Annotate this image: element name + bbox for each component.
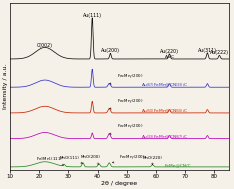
Text: MnO(200): MnO(200): [80, 155, 100, 164]
Text: Au$_{(50)}$FeMn@CN$_{(50)}$/C: Au$_{(50)}$FeMn@CN$_{(50)}$/C: [141, 108, 189, 115]
Text: Fe$_x$Mn$_y$(200): Fe$_x$Mn$_y$(200): [110, 72, 143, 84]
Text: C(002): C(002): [37, 43, 53, 48]
X-axis label: 2θ / degree: 2θ / degree: [101, 180, 138, 186]
Text: Au/C: Au/C: [165, 55, 175, 59]
Text: Au(200): Au(200): [101, 48, 120, 53]
Text: Fe$_x$Mn$_y$(200): Fe$_x$Mn$_y$(200): [112, 153, 146, 163]
Text: FeMn@CN/C: FeMn@CN/C: [165, 163, 191, 167]
Text: Au(111): Au(111): [83, 13, 102, 18]
Text: Fe$_3$Mn$_1$(111): Fe$_3$Mn$_1$(111): [36, 155, 64, 166]
Text: Au(311): Au(311): [198, 48, 217, 53]
Text: Au(222): Au(222): [210, 50, 229, 55]
Text: Fe$_x$Mn$_y$(200): Fe$_x$Mn$_y$(200): [110, 97, 143, 109]
Text: Au(220): Au(220): [160, 49, 179, 54]
Text: Au$_{(33)}$FeMn@CN$_{(67)}$/C: Au$_{(33)}$FeMn@CN$_{(67)}$/C: [141, 133, 189, 141]
Text: MnO(220): MnO(220): [143, 156, 162, 165]
Y-axis label: Intensity / a.u.: Intensity / a.u.: [4, 64, 8, 109]
Text: Fe$_x$Mn$_y$(200): Fe$_x$Mn$_y$(200): [110, 122, 143, 134]
Text: Au$_{(67)}$FeMn@CN$_{(33)}$/C: Au$_{(67)}$FeMn@CN$_{(33)}$/C: [141, 82, 189, 89]
Text: MnO(111): MnO(111): [60, 156, 82, 163]
